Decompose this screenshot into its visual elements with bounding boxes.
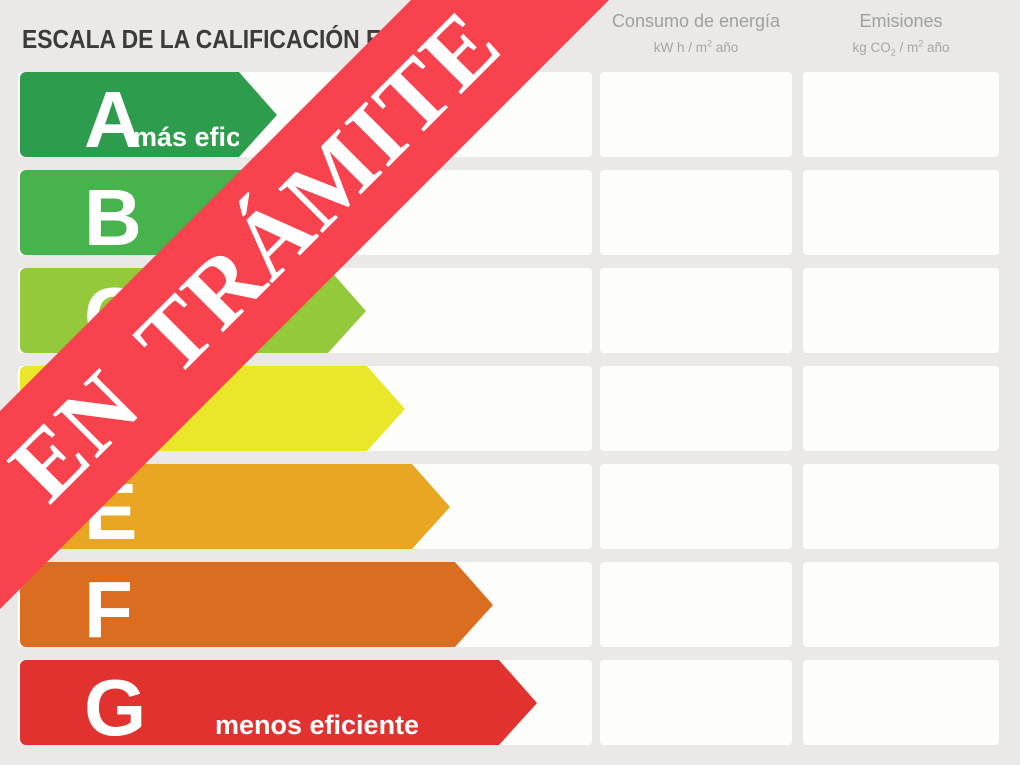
consumo-cell: [600, 464, 792, 549]
column-header-emisiones: Emisiones: [859, 11, 943, 31]
efficiency-label: menos eficiente: [215, 710, 420, 740]
emisiones-cell: [803, 366, 999, 451]
column-header-consumo: Consumo de energía: [611, 11, 781, 31]
rating-arrow-g: G menos eficiente: [20, 660, 537, 752]
rating-letter: F: [84, 565, 133, 654]
rating-letter: G: [84, 663, 147, 752]
emisiones-cell: [803, 464, 999, 549]
rating-row-f: F: [0, 562, 1020, 654]
emisiones-cell: [803, 268, 999, 353]
rating-row-b: B: [0, 170, 1020, 262]
consumo-cell: [600, 72, 792, 157]
column-unit-emisiones: kg CO2 / m2 año: [852, 38, 950, 58]
emisiones-cell: [803, 72, 999, 157]
consumo-cell: [600, 268, 792, 353]
rating-letter: A: [84, 75, 142, 164]
emisiones-cell: [803, 170, 999, 255]
rating-arrow-f: F: [20, 562, 493, 654]
emisiones-cell: [803, 562, 999, 647]
emisiones-cell: [803, 660, 999, 745]
consumo-cell: [600, 170, 792, 255]
consumo-cell: [600, 366, 792, 451]
column-unit-consumo: kW h / m2 año: [653, 38, 739, 55]
consumo-cell: [600, 660, 792, 745]
rating-row-e: E: [0, 464, 1020, 552]
rating-arrow-a: A más eficiente: [20, 72, 304, 164]
consumo-cell: [600, 562, 792, 647]
rating-row-g: G menos eficiente: [0, 660, 1020, 752]
rating-letter: B: [84, 173, 142, 262]
